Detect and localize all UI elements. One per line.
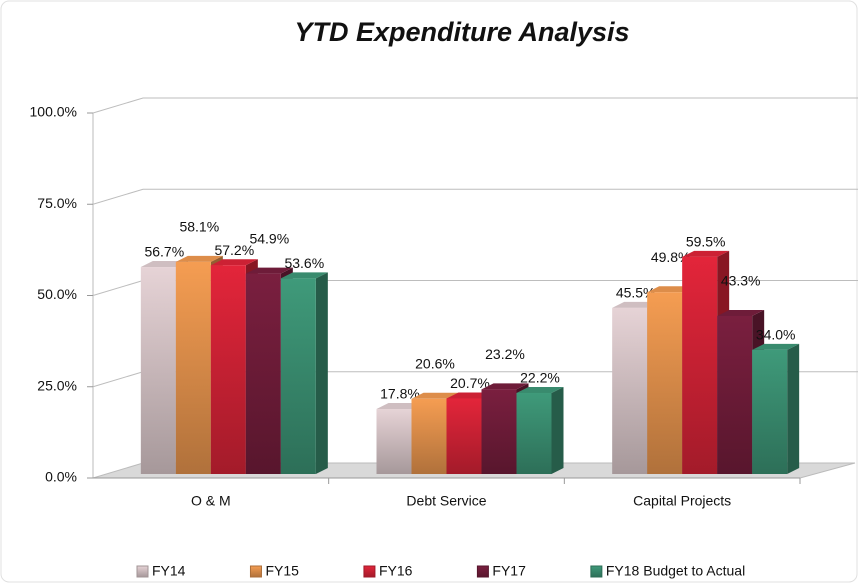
y-tick-label: 50.0% (37, 286, 77, 302)
bar-top (411, 392, 459, 399)
bar-top (516, 386, 564, 393)
bar-top (752, 343, 800, 350)
legend-label: FY16 (379, 563, 413, 579)
x-tick-label: Capital Projects (633, 493, 731, 509)
bar-side (315, 272, 328, 474)
x-tick-label: Debt Service (406, 493, 486, 509)
bar-front (280, 278, 316, 474)
bar-top (682, 250, 730, 257)
data-label: 22.2% (520, 370, 560, 386)
bar-front (647, 292, 683, 474)
bar-front (481, 389, 517, 474)
bar-top (717, 309, 765, 316)
data-label: 17.8% (380, 386, 420, 402)
data-label: 58.1% (179, 219, 219, 235)
bar-front (245, 273, 281, 474)
bar-front (411, 398, 447, 474)
data-label: 54.9% (249, 230, 289, 246)
legend-label: FY14 (152, 563, 186, 579)
bar-side (787, 343, 800, 474)
bar (280, 272, 328, 474)
data-label: 34.0% (756, 327, 796, 343)
y-tick-label: 25.0% (37, 377, 77, 393)
data-label: 57.2% (214, 242, 254, 258)
legend-swatch (136, 565, 149, 578)
y-tick-label: 0.0% (45, 469, 77, 485)
bar-top (481, 383, 529, 390)
bar-top (280, 272, 328, 279)
bar-front (446, 398, 482, 474)
bar-front (210, 265, 246, 474)
bar-top (210, 259, 258, 266)
legend-label: FY15 (265, 563, 299, 579)
legend-swatch (249, 565, 262, 578)
bar-front (717, 315, 753, 474)
legend-swatch (476, 565, 489, 578)
grid-line (92, 97, 858, 114)
data-label: 20.7% (450, 375, 490, 391)
bar-top (245, 267, 293, 274)
bar-front (140, 267, 176, 474)
data-label: 45.5% (616, 285, 656, 301)
bar-side (551, 386, 564, 474)
data-label: 49.8% (651, 249, 691, 265)
data-label: 43.3% (721, 273, 761, 289)
data-label: 53.6% (284, 255, 324, 271)
data-label: 23.2% (485, 346, 525, 362)
bar-front (612, 307, 648, 474)
bar-top (175, 255, 223, 262)
chart-title: YTD Expenditure Analysis (294, 17, 629, 47)
data-label: 56.7% (144, 244, 184, 260)
bar (516, 386, 564, 474)
y-tick-label: 75.0% (37, 195, 77, 211)
bar-front (682, 256, 718, 474)
bar-front (376, 409, 412, 474)
data-label: 20.6% (415, 356, 455, 372)
legend-swatch (590, 565, 603, 578)
bar-front (516, 392, 552, 474)
bar-front (752, 349, 788, 474)
grid-line (92, 188, 858, 205)
bar-front (175, 261, 211, 474)
legend-swatch (363, 565, 376, 578)
legend-label: FY18 Budget to Actual (606, 563, 745, 579)
legend-label: FY17 (492, 563, 526, 579)
data-label: 59.5% (686, 234, 726, 250)
x-tick-label: O & M (191, 493, 231, 509)
y-tick-label: 100.0% (30, 104, 77, 120)
bar (752, 343, 800, 474)
